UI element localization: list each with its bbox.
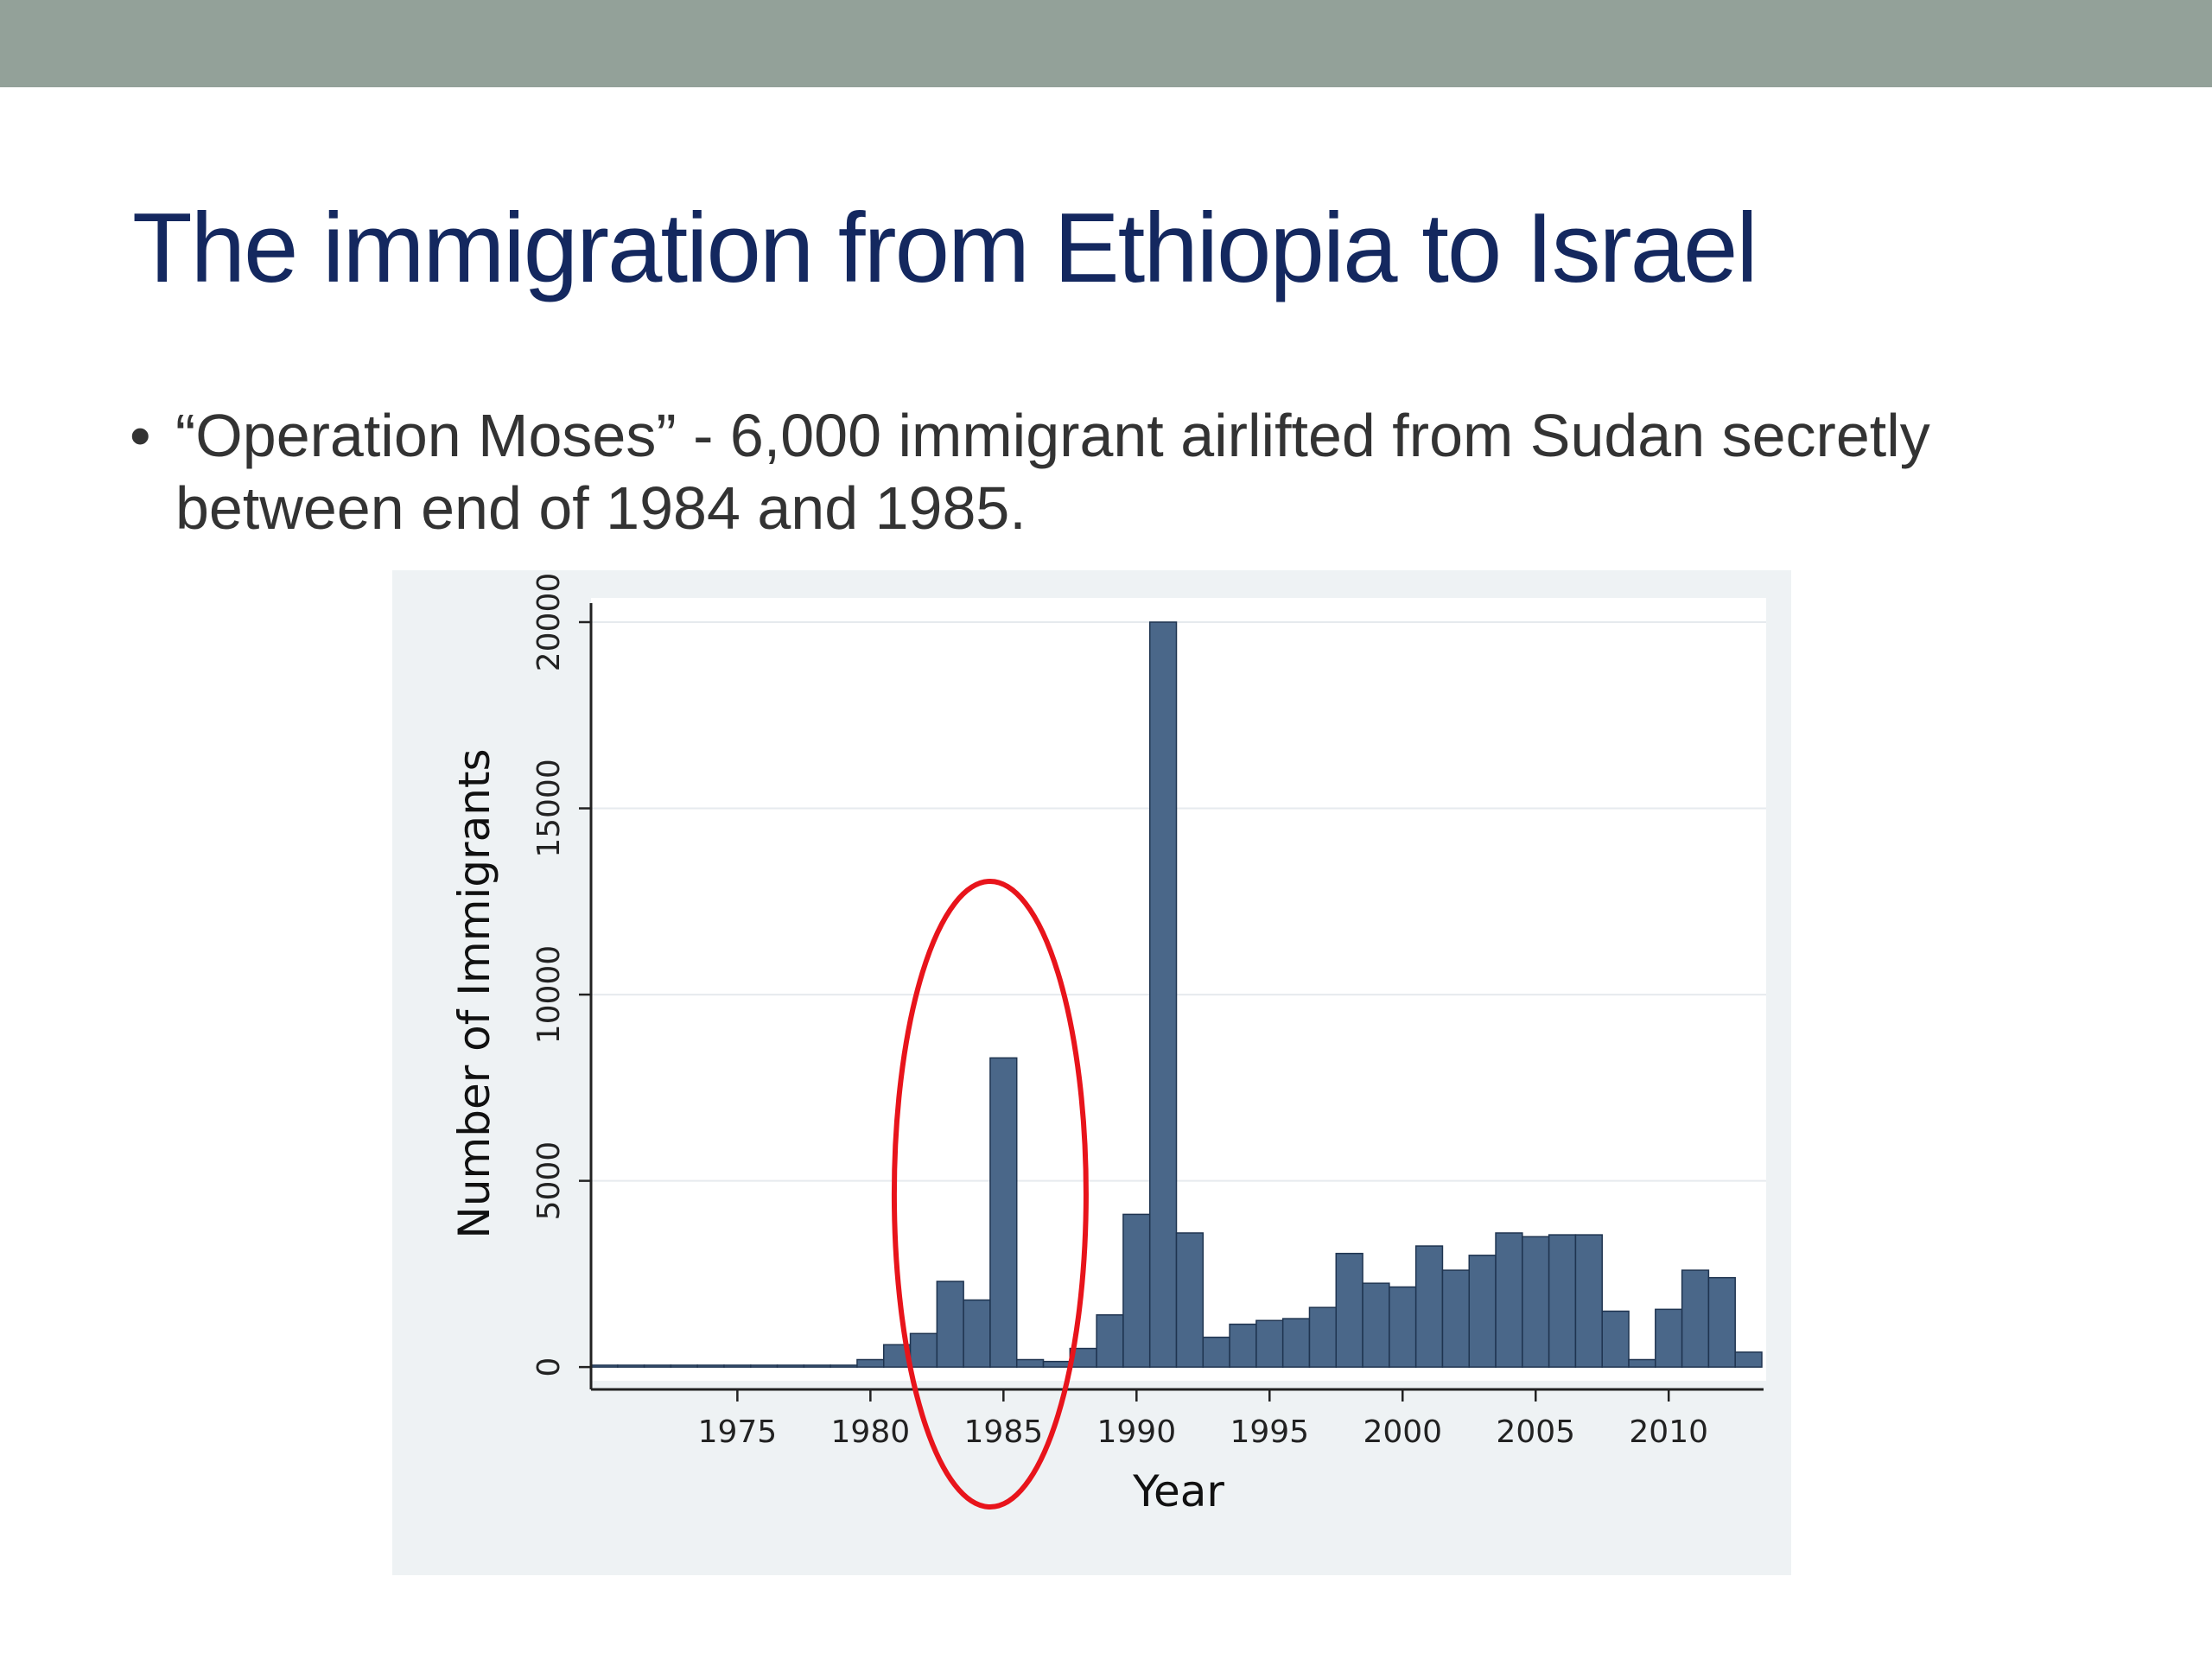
bar-1971 [617,1364,645,1368]
bar-1973 [670,1364,698,1368]
bar-1974 [696,1364,725,1368]
bar-1972 [643,1364,672,1368]
bar-2007 [1574,1234,1603,1368]
y-tick-label: 10000 [531,945,567,1045]
x-tick-label: 1985 [964,1414,1044,1450]
bar-1980 [856,1358,885,1368]
x-tick-label: 1990 [1096,1414,1176,1450]
x-tick-label: 1995 [1230,1414,1309,1450]
bar-2006 [1548,1234,1577,1368]
bar-1998 [1335,1252,1363,1368]
x-tick-label: 2000 [1363,1414,1442,1450]
bar-1986 [1015,1358,1045,1368]
bar-1982 [909,1332,938,1368]
bar-2010 [1655,1308,1683,1368]
y-tick-label: 15000 [531,759,567,858]
bar-1976 [750,1364,779,1368]
gridlines [591,621,1766,1182]
bar-1970 [590,1364,619,1368]
bar-1993 [1202,1336,1230,1368]
bullet-text: “Operation Moses” - 6,000 immigrant airl… [175,402,1930,542]
annotation-ellipse [891,879,1089,1510]
top-bar [0,0,2212,87]
bar-1975 [723,1364,752,1368]
bar-2004 [1495,1232,1523,1368]
bar-1983 [936,1281,964,1368]
axes [579,603,1764,1402]
bar-1984 [963,1299,991,1368]
bar-1990 [1122,1213,1151,1368]
x-tick-label: 2010 [1629,1414,1708,1450]
bar-2005 [1522,1236,1550,1368]
bar-1995 [1255,1319,1284,1368]
bar-1979 [830,1364,858,1368]
bar-1997 [1308,1306,1338,1368]
bar-1989 [1096,1314,1124,1368]
bar-2008 [1601,1310,1630,1368]
bullet-marker: • [130,402,151,469]
slide-title: The immigration from Ethiopia to Israel [132,194,1758,303]
bars [590,621,1763,1368]
bar-1978 [803,1364,831,1368]
bar-1994 [1229,1323,1257,1368]
bar-2012 [1707,1276,1736,1368]
bar-1985 [989,1057,1018,1368]
x-axis-label: Year [1132,1466,1224,1516]
bar-1992 [1175,1232,1205,1368]
bar-2013 [1734,1351,1763,1368]
x-tick-label: 1975 [698,1414,778,1450]
bar-1999 [1362,1282,1390,1368]
x-tick-label: 2005 [1496,1414,1575,1450]
y-tick-label: 20000 [531,573,567,672]
bar-1991 [1148,621,1178,1368]
bar-2009 [1628,1358,1656,1368]
bar-2000 [1389,1286,1417,1368]
x-tick-label: 1980 [831,1414,911,1450]
bar-2003 [1468,1255,1497,1368]
bar-1996 [1281,1318,1311,1368]
y-tick-label: 0 [531,1357,567,1377]
bar-2002 [1441,1269,1471,1368]
tick-labels: 0 5000 10000 15000 20000 1975 1980 1985 1990 1995… [531,573,1708,1450]
y-axis-label: Number of Immigrants [449,748,499,1238]
immigration-chart: 0 5000 10000 15000 20000 1975 1980 1985 1990 1995… [392,570,1791,1575]
bar-1977 [776,1364,805,1368]
bar-1987 [1042,1360,1071,1368]
y-tick-label: 5000 [531,1141,567,1221]
bar-2001 [1414,1245,1444,1368]
bar-2011 [1681,1269,1710,1368]
